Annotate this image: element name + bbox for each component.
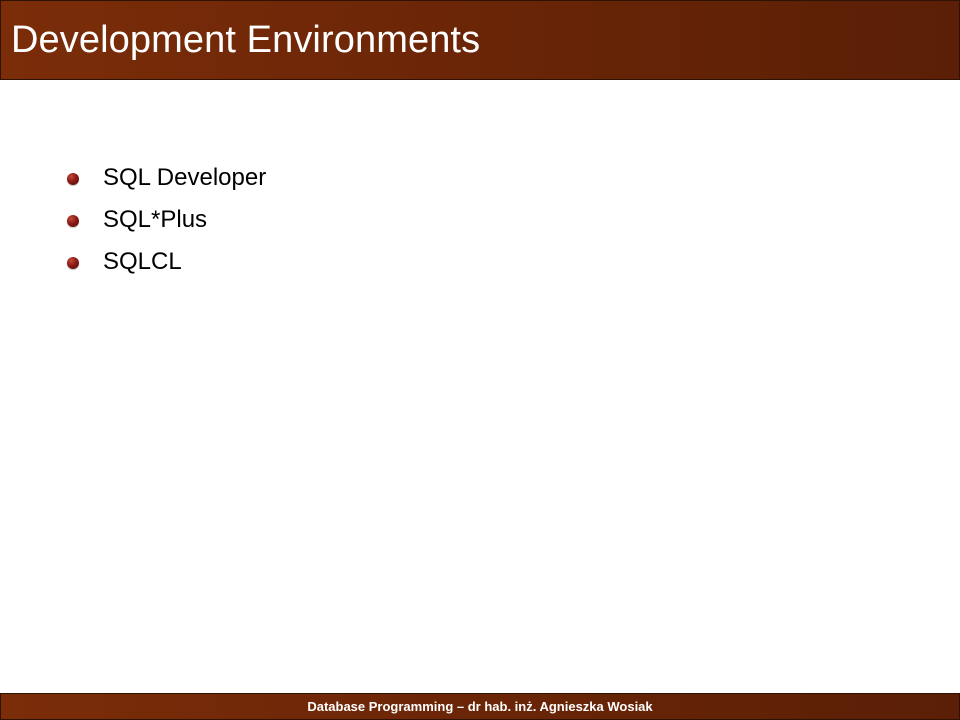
slide-title: Development Environments (11, 19, 481, 61)
footer-bar: Database Programming – dr hab. inż. Agni… (0, 693, 960, 720)
slide-content: SQL Developer SQL*Plus SQLCL (67, 157, 887, 283)
bullet-text: SQLCL (103, 248, 182, 275)
bullet-item-sql-developer: SQL Developer (67, 157, 887, 199)
round-bullet-icon (67, 173, 79, 185)
bullet-item-sql-plus: SQL*Plus (67, 199, 887, 241)
footer-text: Database Programming – dr hab. inż. Agni… (307, 699, 653, 714)
bullet-list: SQL Developer SQL*Plus SQLCL (67, 157, 887, 283)
round-bullet-icon (67, 215, 79, 227)
bullet-item-sqlcl: SQLCL (67, 241, 887, 283)
round-bullet-icon (67, 257, 79, 269)
title-bar: Development Environments (0, 0, 960, 80)
bullet-text: SQL Developer (103, 164, 267, 191)
bullet-text: SQL*Plus (103, 206, 208, 233)
